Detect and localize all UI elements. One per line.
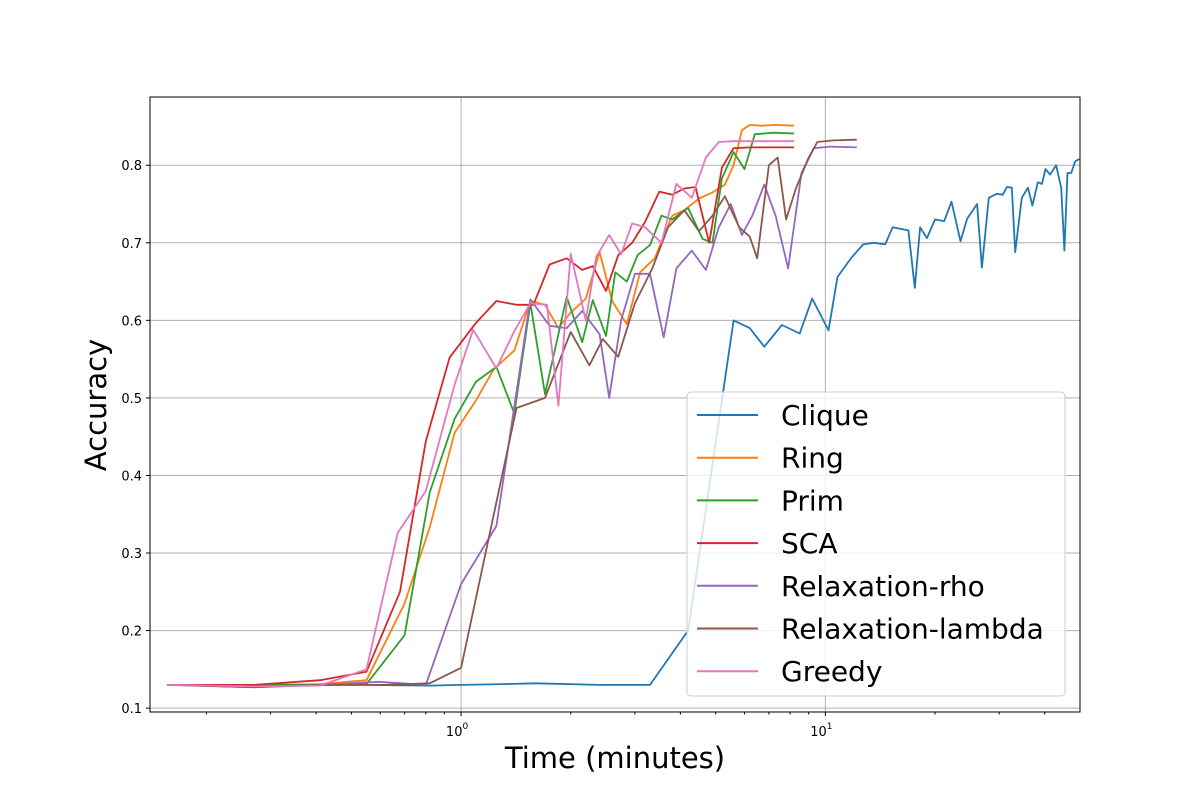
x-tick-base: 10 <box>446 725 463 740</box>
legend-label: Greedy <box>781 655 882 688</box>
legend-label: Ring <box>781 442 844 475</box>
y-tick-label: 0.4 <box>121 469 142 484</box>
legend: Clique Ring Prim SCA Relaxation-rho Relaxatio… <box>686 391 1066 697</box>
series-line-prim <box>167 131 795 686</box>
x-tick-exponent: 0 <box>462 722 468 732</box>
legend-label: Relaxation-lambda <box>781 613 1044 646</box>
y-tick-label: 0.7 <box>121 237 142 252</box>
legend-box <box>686 391 1066 697</box>
legend-label: Prim <box>781 484 844 517</box>
y-tick-label: 0.8 <box>121 159 142 174</box>
plot-frame <box>149 96 1081 713</box>
y-tick-label: 0.2 <box>121 625 142 640</box>
y-axis-label: Accuracy <box>79 339 113 471</box>
x-axis-label: Time (minutes) <box>504 741 725 775</box>
y-tick-label: 0.3 <box>121 547 142 562</box>
x-tick-base: 10 <box>810 725 827 740</box>
legend-label: SCA <box>781 527 837 560</box>
series-line-relaxation-lambda <box>167 138 857 689</box>
series-line-greedy <box>167 140 794 688</box>
legend-label: Relaxation-rho <box>781 570 985 603</box>
x-tick-exponent: 1 <box>827 722 833 732</box>
series-line-sca <box>167 146 794 686</box>
series-lines <box>167 124 1080 689</box>
series-line-clique <box>167 158 1080 687</box>
legend-label: Clique <box>781 399 869 432</box>
y-tick-label: 0.5 <box>121 392 142 407</box>
x-tick-label: 101 <box>810 722 832 740</box>
x-tick-label: 100 <box>446 722 469 740</box>
y-tick-label: 0.6 <box>121 314 142 329</box>
y-tick-label: 0.1 <box>121 702 142 717</box>
